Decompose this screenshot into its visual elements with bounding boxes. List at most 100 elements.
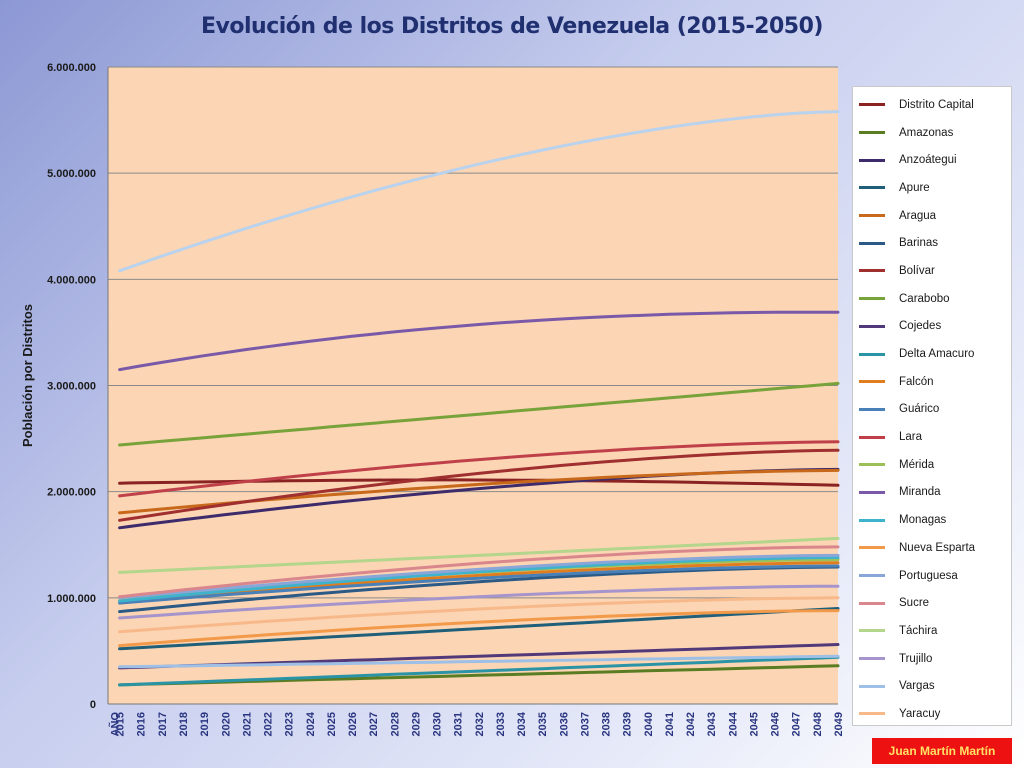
author-badge: Juan Martín Martín <box>872 738 1012 764</box>
series-line <box>118 536 840 574</box>
x-tick-label: 2021 <box>241 712 253 736</box>
x-tick-label: 2039 <box>622 712 634 736</box>
x-tick-label: 2032 <box>474 712 486 736</box>
series-line <box>118 596 840 634</box>
legend-label: Yaracuy <box>899 707 941 720</box>
x-tick-label: 2026 <box>347 712 359 736</box>
legend-label: Guárico <box>899 403 940 416</box>
legend-item: Carabobo <box>853 285 1011 313</box>
series-line <box>118 556 840 603</box>
x-tick-label: 2045 <box>748 712 760 736</box>
legend-item: Aragua <box>853 202 1011 230</box>
legend-swatch <box>859 629 885 633</box>
x-tick-label: 2049 <box>833 712 845 736</box>
x-tick-label: 2038 <box>601 712 613 736</box>
chart-title: Evolución de los Distritos de Venezuela … <box>201 14 823 39</box>
legend-item: Guárico <box>853 396 1011 424</box>
legend-swatch <box>859 380 885 384</box>
x-tick-label: 2020 <box>220 712 232 736</box>
series-line <box>118 440 840 498</box>
series-line <box>118 564 840 605</box>
series-line <box>118 609 840 648</box>
legend-item: Distrito Capital <box>853 91 1011 119</box>
legend-swatch <box>859 518 885 522</box>
legend-item: Yaracuy <box>853 700 1011 728</box>
x-tick-label: 2018 <box>178 712 190 736</box>
legend-label: Miranda <box>899 486 941 499</box>
legend-swatch <box>859 657 885 661</box>
legend-label: Distrito Capital <box>899 98 974 111</box>
legend-label: Carabobo <box>899 292 950 305</box>
chart-legend: Distrito Capital Amazonas Anzoátegui Apure A… <box>852 86 1012 726</box>
legend-label: Bolívar <box>899 264 935 277</box>
series-line <box>118 110 840 273</box>
legend-item: Anzoátegui <box>853 146 1011 174</box>
legend-swatch <box>859 601 885 605</box>
legend-swatch <box>859 490 885 494</box>
y-tick-label: 4.000.000 <box>47 274 96 286</box>
x-tick-label: 2043 <box>706 712 718 736</box>
legend-label: Aragua <box>899 209 937 222</box>
y-tick-label: 6.000.000 <box>47 62 96 74</box>
series-line <box>118 584 840 620</box>
x-tick-label: 2022 <box>263 712 275 736</box>
x-tick-label: 2033 <box>495 712 507 736</box>
legend-item: Cojedes <box>853 313 1011 341</box>
x-tick-label: 2016 <box>136 712 148 736</box>
legend-swatch <box>859 407 885 411</box>
legend-label: Táchira <box>899 624 938 637</box>
legend-item: Miranda <box>853 479 1011 507</box>
legend-swatch <box>859 158 885 162</box>
legend-label: Nueva Esparta <box>899 541 976 554</box>
legend-swatch <box>859 712 885 716</box>
legend-label: Barinas <box>899 237 938 250</box>
legend-label: Falcón <box>899 375 934 388</box>
x-tick-label: 2044 <box>727 711 739 736</box>
legend-swatch <box>859 131 885 135</box>
y-tick-label: 0 <box>90 699 96 711</box>
legend-label: Cojedes <box>899 320 942 333</box>
legend-swatch <box>859 214 885 218</box>
x-tick-label: 2028 <box>389 712 401 736</box>
x-tick-label: 2024 <box>305 711 317 736</box>
x-tick-label: 2046 <box>770 712 782 736</box>
legend-swatch <box>859 324 885 328</box>
x-tick-label: 2048 <box>812 712 824 736</box>
x-tick-label: 2023 <box>284 712 296 736</box>
series-line <box>118 655 840 687</box>
legend-item: Falcón <box>853 368 1011 396</box>
legend-label: Apure <box>899 181 930 194</box>
legend-item: Bolívar <box>853 257 1011 285</box>
x-header-label: AÑO <box>108 712 121 737</box>
legend-item: Lara <box>853 423 1011 451</box>
legend-swatch <box>859 103 885 107</box>
legend-item: Monagas <box>853 506 1011 534</box>
legend-swatch <box>859 574 885 578</box>
x-tick-label: 2037 <box>579 712 591 736</box>
legend-label: Delta Amacuro <box>899 348 975 361</box>
x-tick-label: 2031 <box>453 712 465 736</box>
y-tick-label: 2.000.000 <box>47 487 96 499</box>
legend-swatch <box>859 435 885 439</box>
x-tick-label: 2017 <box>157 712 169 736</box>
x-tick-label: 2025 <box>326 712 338 736</box>
legend-label: Mérida <box>899 458 935 471</box>
y-axis-label: Población por Distritos <box>20 304 35 447</box>
x-tick-label: 2042 <box>685 712 697 736</box>
series-line <box>118 545 840 599</box>
series-line <box>118 553 840 600</box>
x-tick-label: 2035 <box>537 712 549 736</box>
legend-item: Mérida <box>853 451 1011 479</box>
legend-swatch <box>859 684 885 688</box>
series-line <box>118 310 840 372</box>
legend-label: Portuguesa <box>899 569 958 582</box>
x-tick-label: 2036 <box>558 712 570 736</box>
series-line <box>118 654 840 669</box>
legend-swatch <box>859 546 885 550</box>
legend-swatch <box>859 186 885 190</box>
legend-swatch <box>859 269 885 273</box>
legend-swatch <box>859 463 885 467</box>
legend-item: Portuguesa <box>853 562 1011 590</box>
legend-item: Delta Amacuro <box>853 340 1011 368</box>
